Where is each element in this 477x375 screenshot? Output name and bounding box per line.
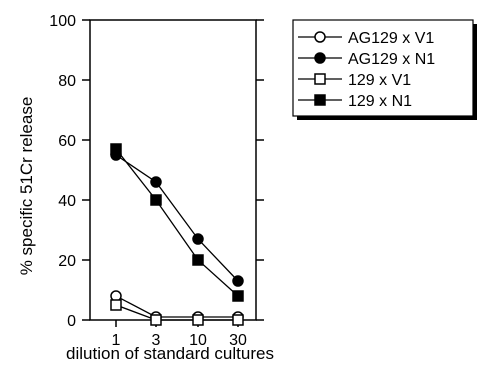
x-axis-label: dilution of standard cultures [66,344,274,363]
y-tick-label: 0 [67,313,76,330]
legend-entry: AG129 x V1 [298,30,434,47]
data-point [192,254,204,266]
data-point [192,233,204,245]
series-4 [110,143,244,302]
y-tick-label: 100 [49,13,76,30]
data-point [110,143,122,155]
legend-entry: 129 x V1 [298,72,411,89]
legend-marker [314,52,326,64]
data-point [192,314,204,326]
plot-frame [89,19,257,321]
data-point [232,314,244,326]
y-tick-label: 80 [58,73,76,90]
x-tick-label: 10 [189,332,207,349]
series-3 [110,299,244,326]
legend: AG129 x V1 AG129 x N1 129 x V1 129 x N1 [292,19,477,120]
y-tick-label: 40 [58,193,76,210]
series-line [115,154,239,282]
legend-entry: AG129 x N1 [298,51,435,68]
x-tick-label: 1 [112,332,121,349]
series-line [115,148,239,297]
series-layer [110,143,244,326]
legend-label: AG129 x N1 [348,51,435,68]
data-point [150,176,162,188]
data-point [150,194,162,206]
data-point [232,275,244,287]
legend-marker [314,73,326,85]
series-1 [110,290,244,323]
legend-entry: 129 x N1 [298,93,412,110]
series-2 [110,149,244,287]
legend-marker [314,94,326,106]
data-point [110,299,122,311]
y-tick-label: 20 [58,253,76,270]
legend-label: 129 x V1 [348,72,411,89]
legend-marker [314,31,326,43]
axes: 0 20 40 60 80 100 1 3 10 30 [49,13,264,349]
data-point [232,290,244,302]
data-point [150,314,162,326]
x-tick-label: 30 [229,332,247,349]
x-tick-label: 3 [152,332,161,349]
legend-label: AG129 x V1 [348,30,434,47]
y-axis-label: % specific 51Cr release [17,97,36,276]
legend-label: 129 x N1 [348,93,412,110]
series-line [115,304,238,321]
series-line [115,295,238,318]
y-tick-label: 60 [58,133,76,150]
